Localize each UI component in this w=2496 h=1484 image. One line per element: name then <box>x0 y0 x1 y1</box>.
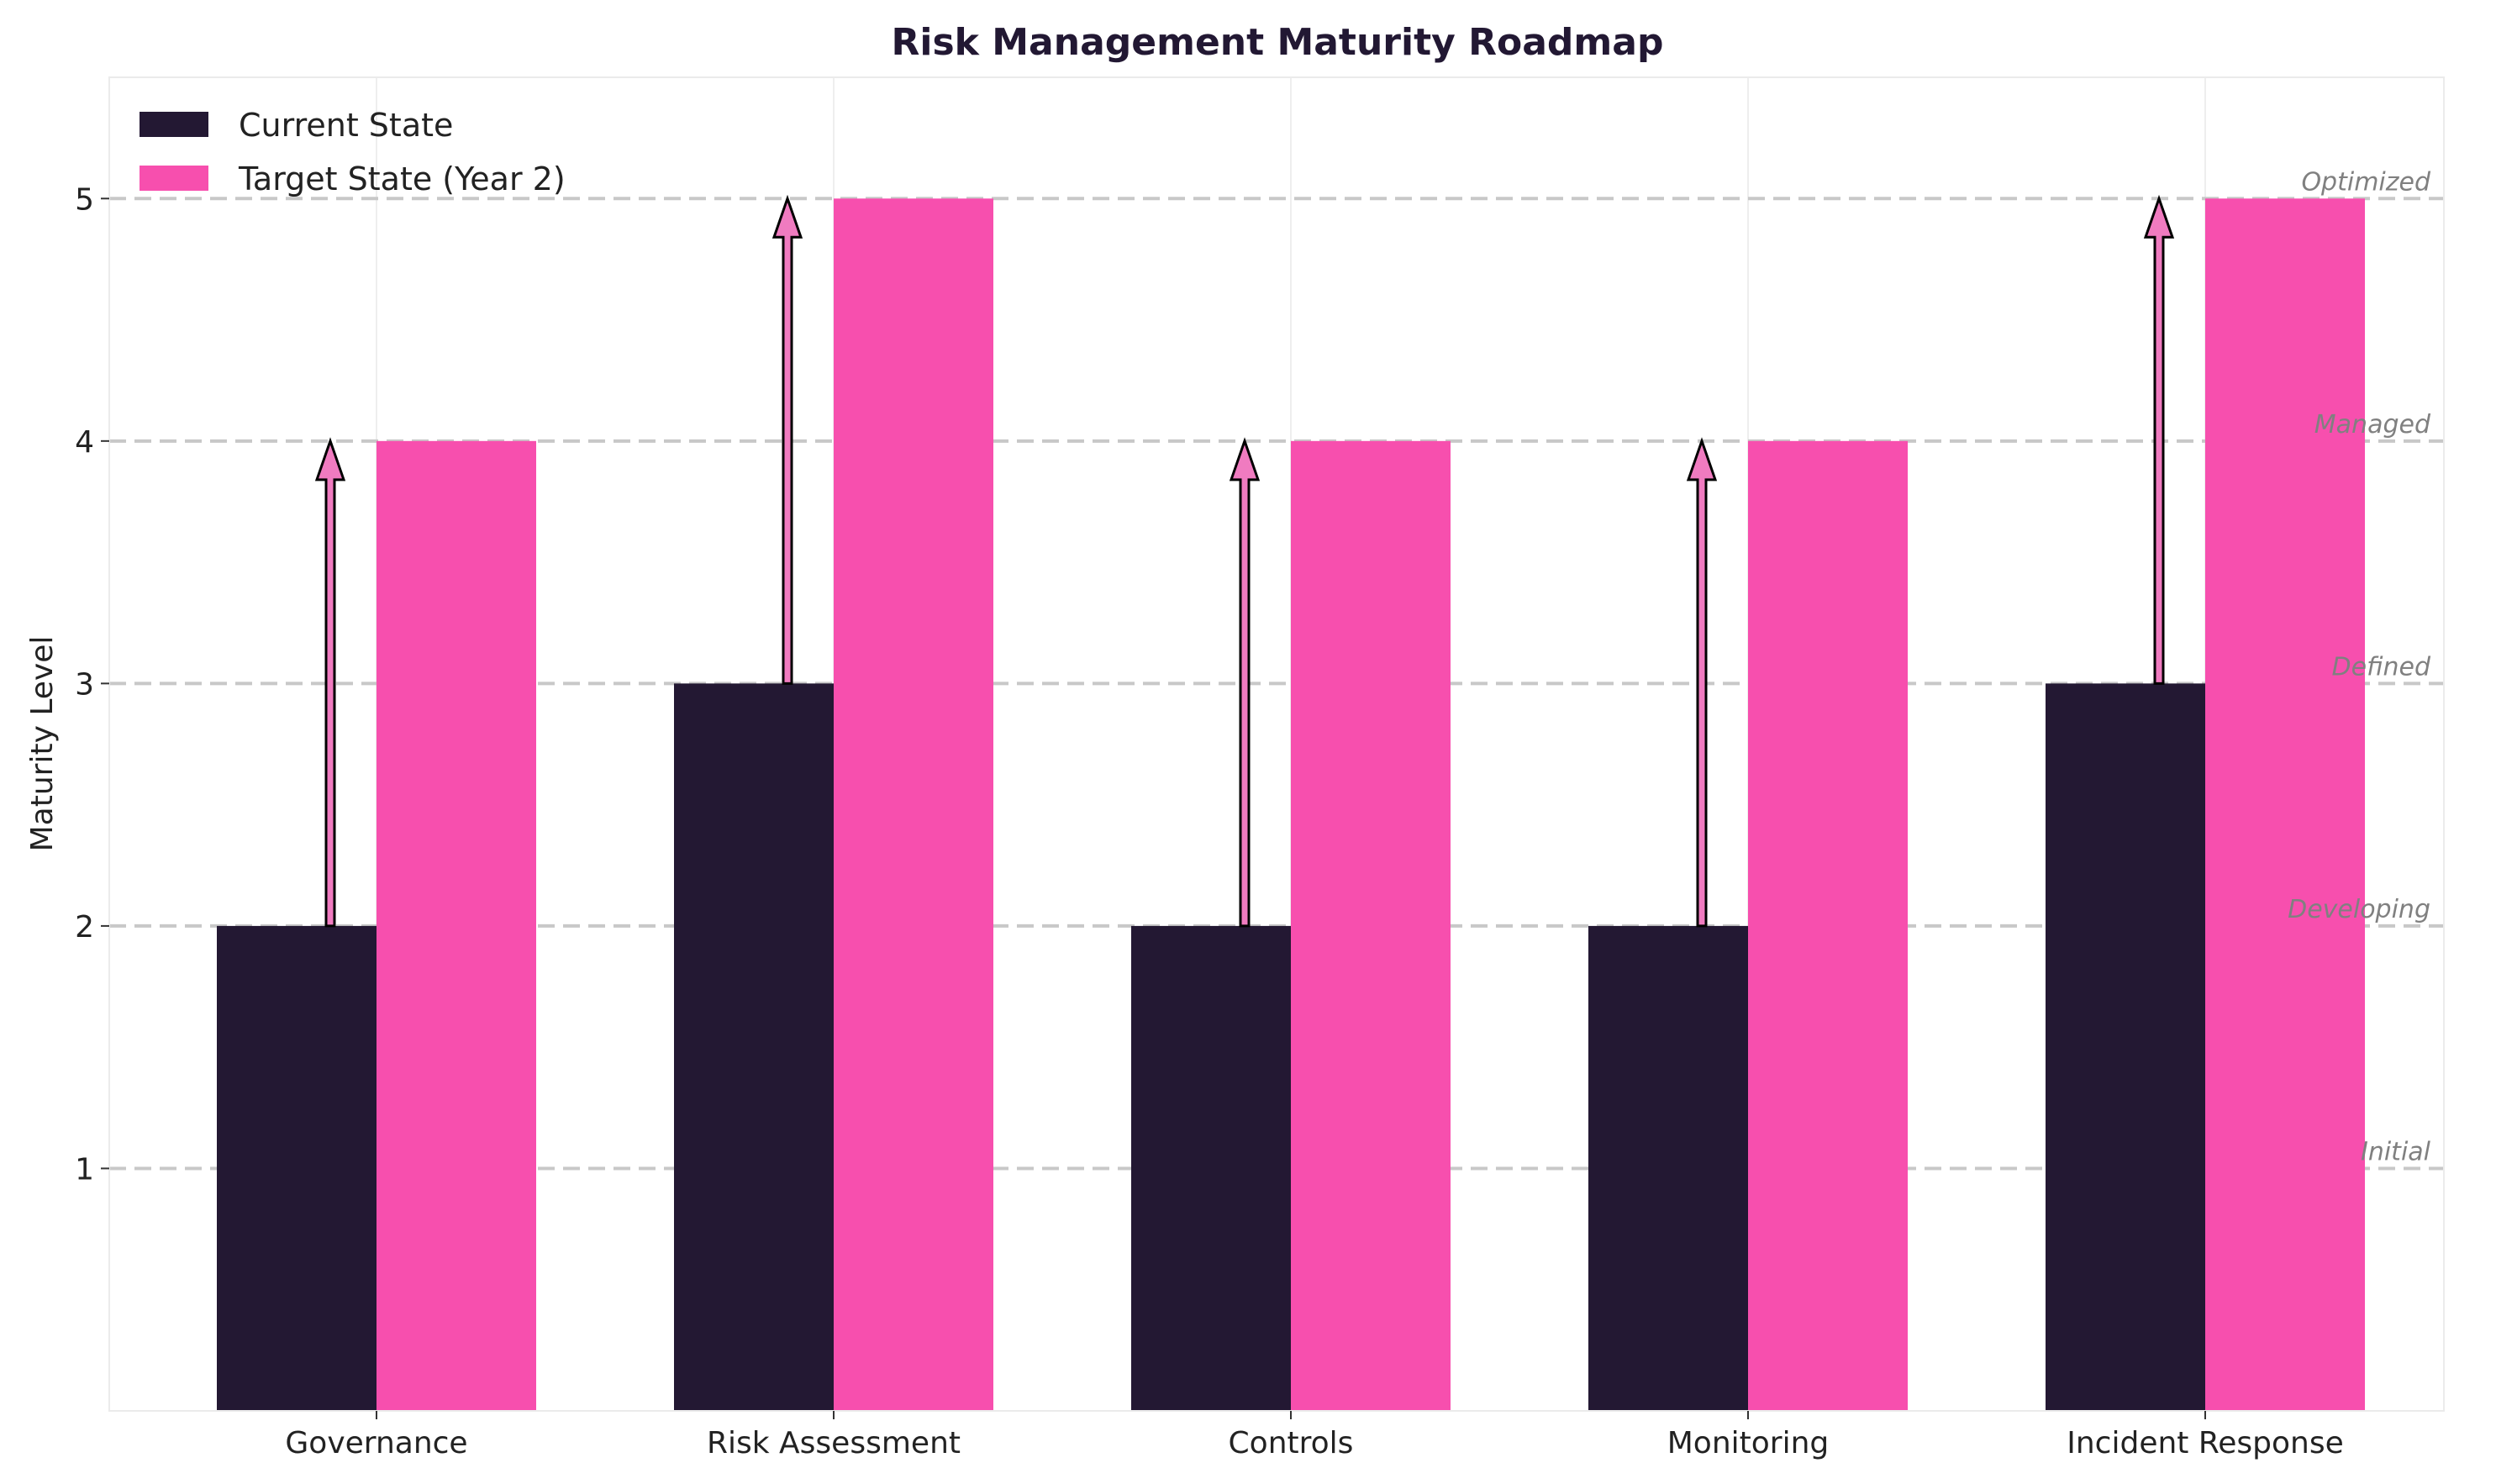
bar-current-3 <box>1588 925 1748 1411</box>
y-tick-label-3: 4 <box>75 425 94 460</box>
maturity-level-labels: Initial Developing Defined Managed Optimized <box>2288 167 2431 1166</box>
plot-frame <box>108 76 2445 1412</box>
bar-target-4 <box>2205 198 2365 1412</box>
improvement-arrow-1 <box>771 194 803 685</box>
level-label-0: Initial <box>2361 1137 2431 1166</box>
x-tick-label-4: Incident Response <box>2067 1426 2344 1460</box>
y-tick-label-4: 5 <box>75 182 94 217</box>
bar-current-2 <box>1131 925 1291 1411</box>
level-label-1: Developing <box>2288 895 2430 924</box>
bar-target-1 <box>834 198 993 1412</box>
legend: Current State Target State (Year 2) <box>140 107 566 197</box>
bar-current-0 <box>217 925 377 1411</box>
legend-label-target: Target State (Year 2) <box>238 161 566 197</box>
improvement-arrow-4 <box>2143 194 2175 685</box>
bar-current-4 <box>2046 683 2205 1411</box>
bar-target-0 <box>377 440 536 1412</box>
level-label-4: Optimized <box>2301 167 2431 197</box>
improvement-arrow-3 <box>1686 437 1718 928</box>
x-tick-label-1: Risk Assessment <box>707 1426 961 1460</box>
x-axis-ticks: Governance Risk Assessment Controls Monitor… <box>285 1411 2344 1460</box>
improvement-arrow-0 <box>314 437 346 928</box>
y-tick-label-2: 3 <box>75 667 94 702</box>
legend-label-current: Current State <box>239 107 453 144</box>
x-tick-label-2: Controls <box>1229 1426 1354 1460</box>
y-axis-label: Maturity Level <box>25 636 60 852</box>
improvement-arrow-2 <box>1229 437 1261 928</box>
bar-target-2 <box>1291 440 1451 1412</box>
improvement-arrows <box>314 194 2175 928</box>
y-tick-label-1: 2 <box>75 910 94 945</box>
legend-swatch-target <box>140 166 208 191</box>
level-label-3: Managed <box>2314 410 2431 439</box>
bars <box>217 198 2365 1412</box>
x-tick-label-3: Monitoring <box>1667 1426 1830 1460</box>
y-axis-ticks: 1 2 3 4 5 <box>75 182 109 1187</box>
legend-swatch-current <box>140 112 208 137</box>
y-tick-label-0: 1 <box>75 1152 94 1187</box>
bar-target-3 <box>1748 440 1908 1412</box>
x-tick-label-0: Governance <box>285 1426 467 1460</box>
level-label-2: Defined <box>2332 652 2431 681</box>
bar-current-1 <box>674 683 834 1411</box>
chart-title: Risk Management Maturity Roadmap <box>892 21 1664 64</box>
